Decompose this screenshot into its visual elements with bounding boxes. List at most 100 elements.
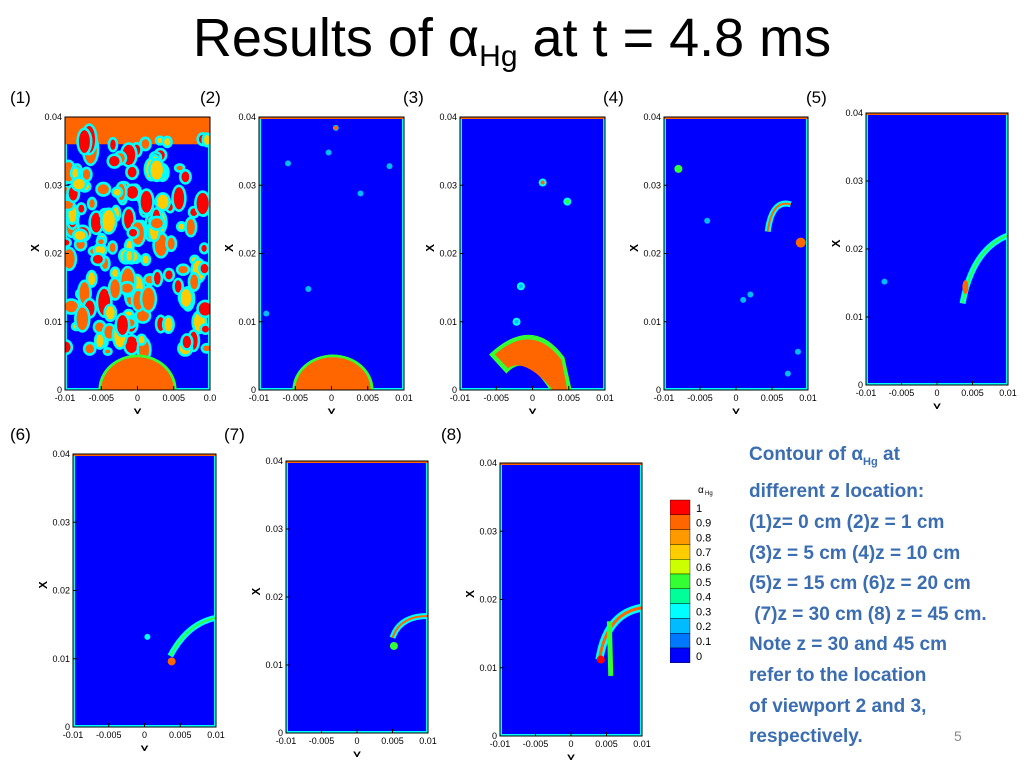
colorbar-swatch [670,514,691,530]
droplet-mark [125,336,138,354]
droplet-mark [181,171,190,183]
droplet-mark [127,166,137,178]
contour-field [868,115,1006,383]
droplet-mark [962,280,969,295]
droplet-mark [112,269,118,278]
droplet-mark [386,163,393,170]
interface-mark [597,606,642,660]
colorbar-swatch [670,558,691,575]
contour-plot: -0.01 -0.005 0 0.005 0.01 0 0.01 0.02 0.03 0.04 Y X [225,112,413,414]
x-tick-label: 0.01 [596,393,614,403]
jet-mark [494,339,568,390]
droplet-mark [102,210,115,233]
x-tick-label: 0.005 [381,736,404,746]
droplet-mark [113,188,121,196]
droplet-mark [110,139,116,150]
droplet-mark [333,125,338,130]
x-tick-label: 0 [530,393,535,403]
droplet-mark [167,657,176,666]
y-tick-label: 0 [452,385,457,395]
y-tick-label: 0.01 [52,654,70,664]
x-tick-label: 0.01 [999,388,1017,398]
x-tick-label: -0.005 [309,736,335,746]
contour-plot: -0.01 -0.005 0 0.005 0.01 0 0.01 0.02 0.03 0.04 Y X [426,112,614,414]
droplet-mark [88,272,96,286]
droplet-mark [140,190,153,213]
panel-label: (4) [603,88,624,107]
caption-line: (1)z= 0 cm (2)z = 1 cm [749,511,945,533]
y-tick-label: 0.04 [265,456,283,466]
y-tick-label: 0.03 [238,180,256,190]
x-tick-label: -0.005 [889,388,915,398]
droplet-mark [79,282,90,304]
droplet-mark [105,349,111,354]
x-tick-label: -0.005 [483,393,509,403]
colorbar-label: 0.7 [696,547,711,559]
droplet-mark [178,223,185,230]
droplet-mark [795,237,806,248]
droplet-mark [82,169,91,180]
panel-label: (6) [10,425,31,444]
panel-label: (5) [806,88,827,107]
y-tick-label: 0.03 [52,517,70,527]
contour-field [666,119,806,388]
droplet-mark [164,317,173,332]
colorbar-label: 0.5 [696,577,711,589]
caption-line: refer to the location [749,664,927,686]
droplet-mark [142,287,155,311]
y-tick-label: 0.01 [643,317,661,327]
droplet-mark [794,348,801,355]
x-tick-label: -0.01 [654,393,675,403]
interface-mark [766,202,791,232]
droplet-mark [704,217,711,224]
droplet-mark [65,239,70,246]
x-axis-label: Y [353,749,361,757]
caption-line: (7)z = 30 cm (8) z = 45 cm. [749,603,987,625]
contour-plot: -0.01 -0.005 0 0.005 0.01 0 0.01 0.02 0.03 0.04 Y X [466,458,651,760]
colorbar-label: 0.4 [696,592,711,604]
y-tick-label: 0.02 [52,586,70,596]
panel-label: (7) [224,425,245,444]
x-tick-label: 0 [568,739,573,749]
x-tick-label: 0.01 [799,393,817,403]
colorbar-label: 0.9 [696,518,711,530]
droplet-mark [285,160,291,167]
caption-line: Contour of αHg at [749,444,900,468]
y-tick-label: 0.01 [479,663,497,673]
droplet-mark [65,200,73,209]
colorbar-label: 0.8 [696,532,711,544]
contour-field [288,463,426,731]
droplet-mark [126,250,132,261]
y-tick-label: 0.01 [845,312,863,322]
droplet-mark [72,168,79,178]
droplet-mark [565,199,570,204]
droplet-mark [109,155,120,167]
x-tick-label: -0.01 [450,393,471,403]
x-tick-label: 0 [934,388,939,398]
droplet-mark [78,130,90,154]
droplet-mark [78,204,85,213]
y-tick-label: 0.04 [439,112,457,122]
y-tick-label: 0.02 [265,592,283,602]
y-tick-label: 0 [251,385,256,395]
x-tick-label: -0.005 [96,730,122,740]
droplet-mark [190,274,199,290]
droplet-mark [596,655,605,664]
droplet-mark [740,296,747,303]
y-axis-label: X [466,590,477,598]
droplet-mark [95,322,104,332]
y-axis-label: X [39,581,50,589]
droplet-mark [174,280,182,293]
colorbar-swatch [670,573,691,590]
y-tick-label: 0 [278,728,283,738]
y-tick-label: 0 [492,731,497,741]
droplet-mark [200,263,209,274]
x-tick-label: 0 [329,393,334,403]
x-tick-label: 0.0 [204,393,217,403]
x-tick-label: -0.01 [55,393,76,403]
x-tick-label: 0.01 [395,393,413,403]
droplet-mark [157,137,163,144]
y-tick-label: 0.01 [265,660,283,670]
x-tick-label: -0.01 [276,736,297,746]
droplet-mark [142,255,149,264]
